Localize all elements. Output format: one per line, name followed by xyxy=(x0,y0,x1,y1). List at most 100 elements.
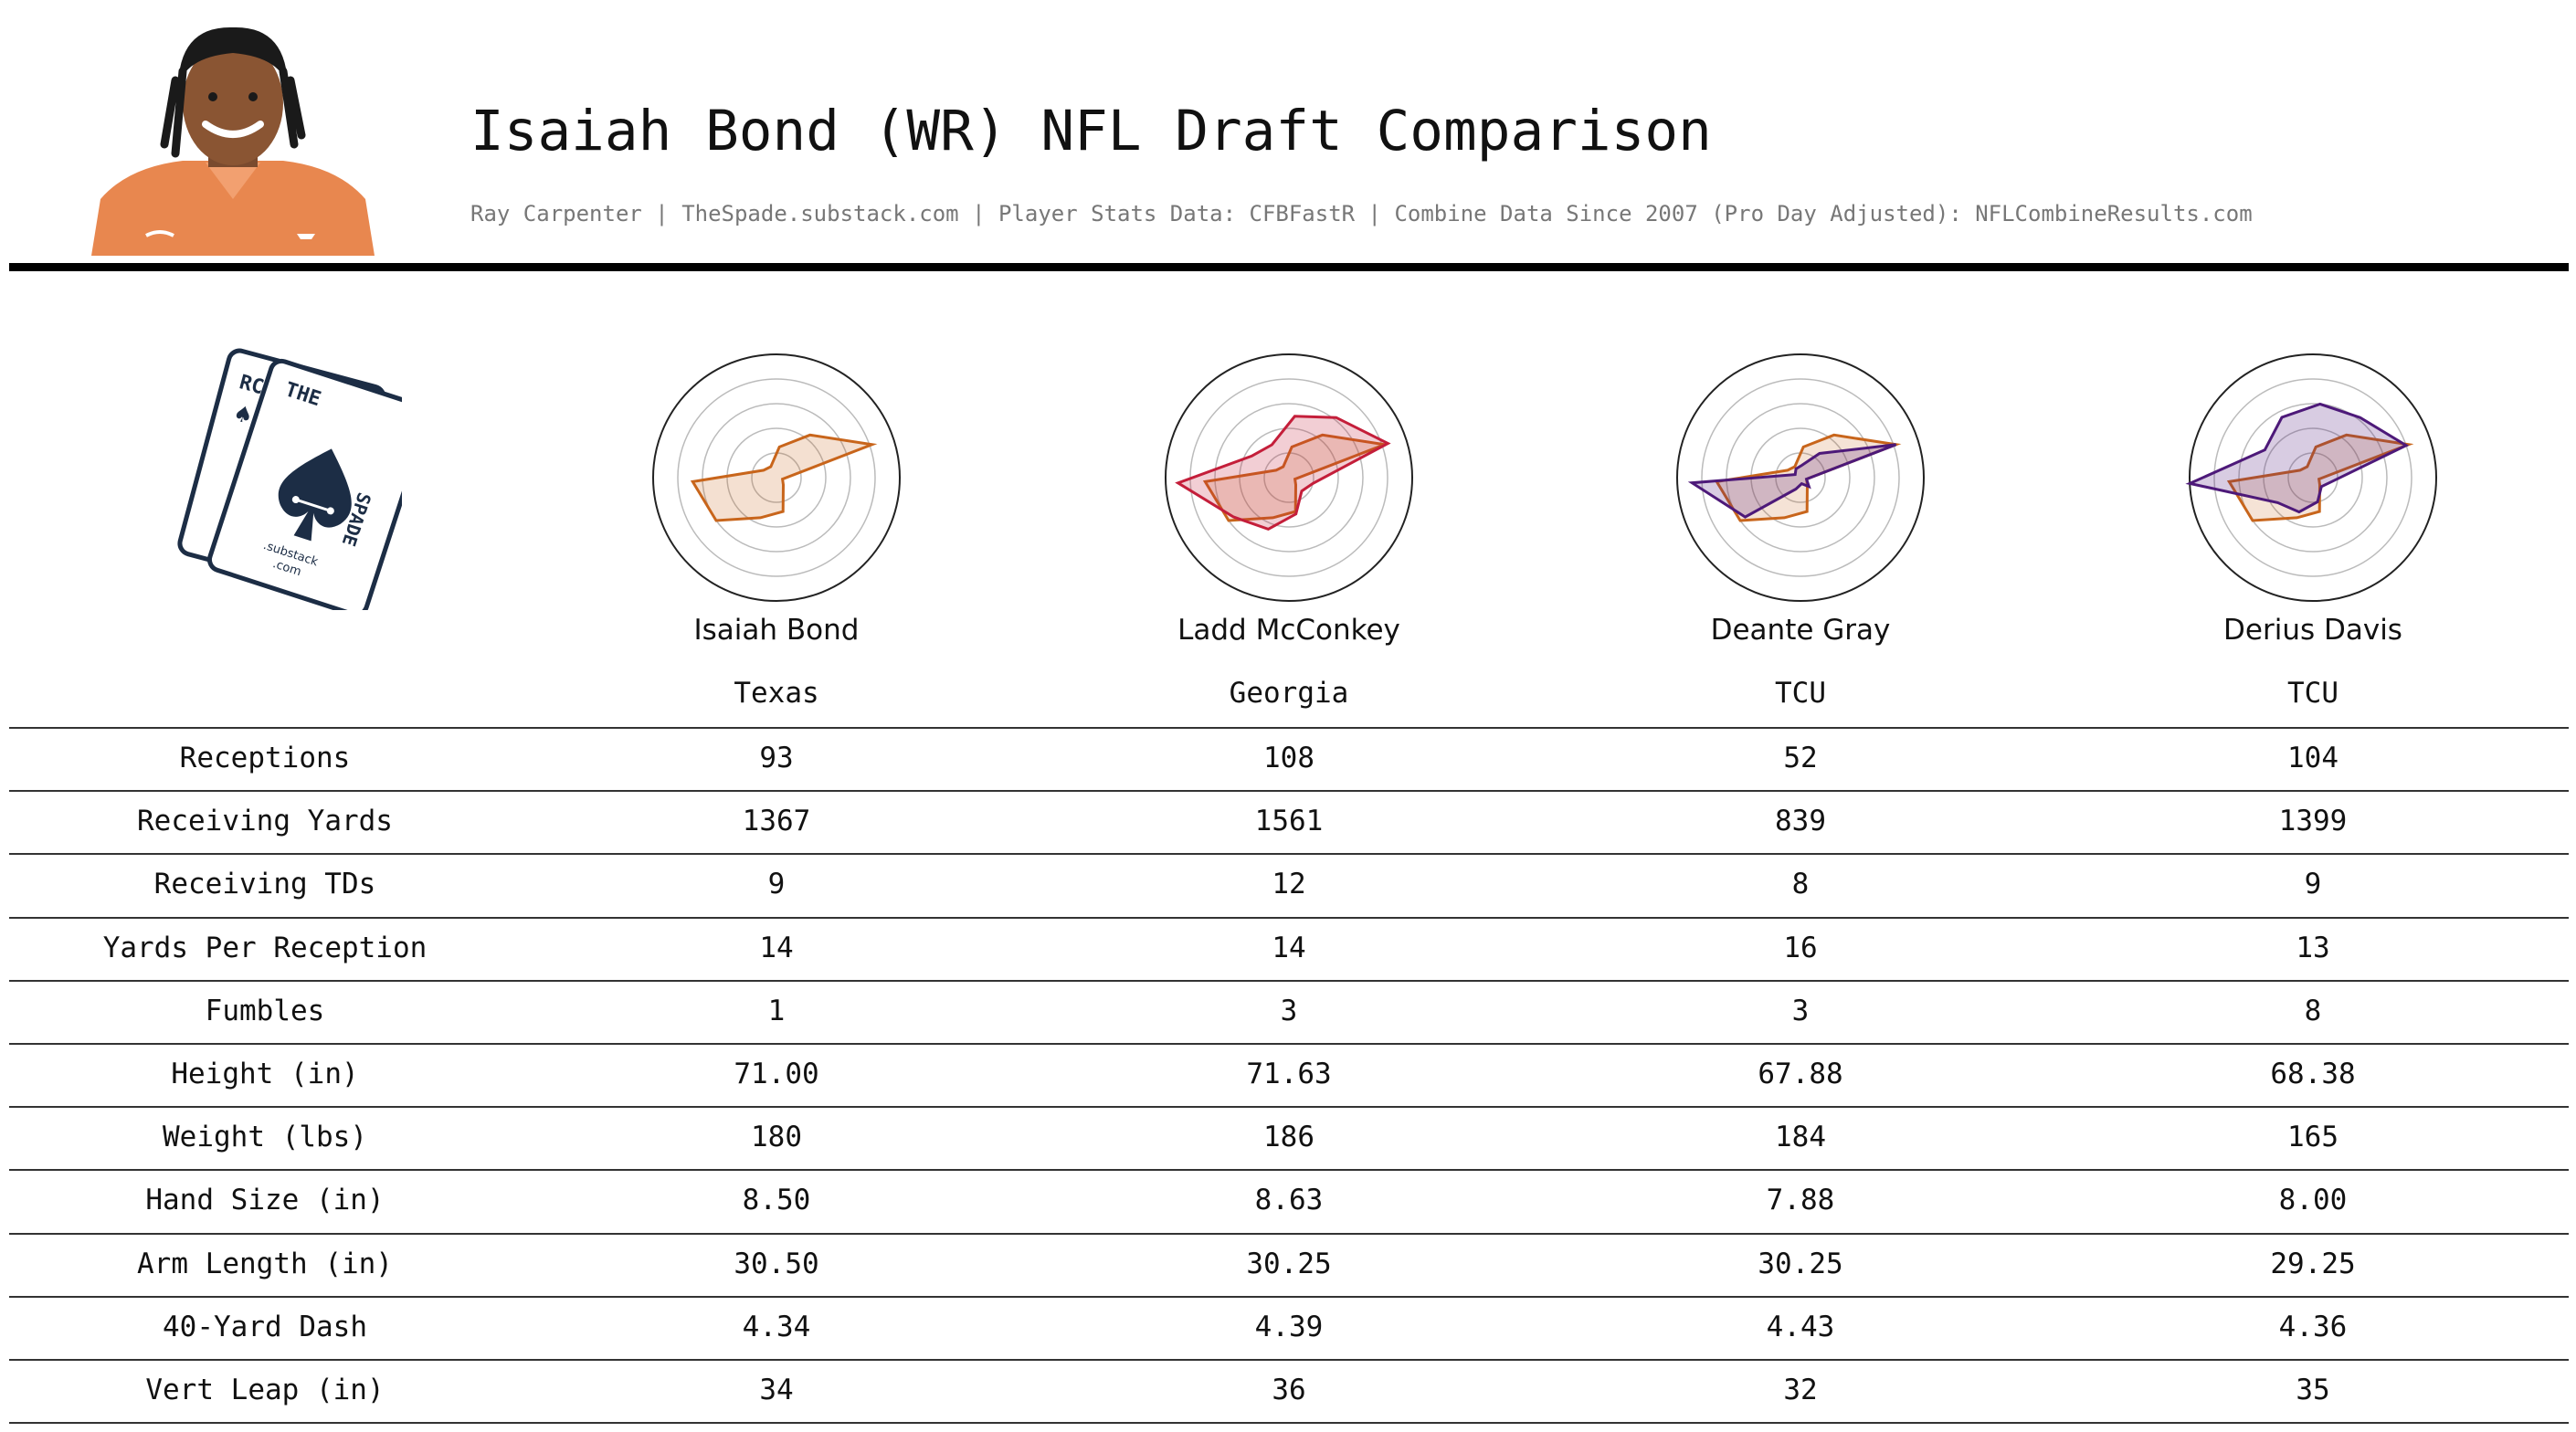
table-cell: 13 xyxy=(2296,932,2330,964)
radar-chart-player-2 xyxy=(1165,353,1413,602)
table-cell: 1399 xyxy=(2278,805,2348,837)
table-cell: 16 xyxy=(1783,932,1818,964)
player-name-4: Derius Davis xyxy=(2223,614,2402,647)
player-name-1: Isaiah Bond xyxy=(693,614,860,647)
table-row-divider xyxy=(9,1106,2569,1108)
table-cell: 68.38 xyxy=(2270,1058,2356,1090)
radar-chart-player-4 xyxy=(2185,353,2437,602)
radar-chart-player-1 xyxy=(652,353,901,602)
radar-player-polygon xyxy=(1687,443,1897,519)
spade-cards-icon: RC ♠ THE SPADE .substack .com xyxy=(177,348,431,617)
table-cell: 93 xyxy=(759,742,794,774)
row-label: Fumbles xyxy=(205,995,325,1027)
table-cell: 839 xyxy=(1775,805,1826,837)
table-cell: 8.63 xyxy=(1254,1184,1324,1216)
table-cell: 3 xyxy=(1791,995,1810,1027)
headshot-illustration xyxy=(91,26,375,256)
table-cell: 104 xyxy=(2287,742,2338,774)
radar-grid-ring xyxy=(677,378,876,577)
header-divider xyxy=(9,263,2569,271)
radar-player-polygon xyxy=(2185,402,2410,514)
table-row-divider xyxy=(9,1359,2569,1361)
table-cell: 30.25 xyxy=(1758,1248,1843,1280)
table-cell: 14 xyxy=(1272,932,1306,964)
table-cell: 108 xyxy=(1263,742,1314,774)
radar-outer-ring xyxy=(652,353,901,602)
table-row-divider xyxy=(9,1233,2569,1235)
radar-grid-ring xyxy=(1239,427,1339,528)
table-row-divider xyxy=(9,1043,2569,1045)
table-cell: 180 xyxy=(751,1121,802,1153)
table-cell: 30.50 xyxy=(734,1248,819,1280)
table-cell: 4.34 xyxy=(742,1311,811,1343)
table-row-divider xyxy=(9,1169,2569,1171)
table-cell: 52 xyxy=(1783,742,1818,774)
row-label: 40-Yard Dash xyxy=(163,1311,367,1343)
table-cell: 8.50 xyxy=(742,1184,811,1216)
row-label: Yards Per Reception xyxy=(102,932,428,964)
table-cell: 67.88 xyxy=(1758,1058,1843,1090)
row-label: Hand Size (in) xyxy=(145,1184,385,1216)
table-row-divider xyxy=(9,980,2569,982)
row-label: Receiving TDs xyxy=(153,868,376,900)
table-cell: 12 xyxy=(1272,868,1306,900)
table-cell: 8 xyxy=(1791,868,1810,900)
table-cell: 9 xyxy=(2304,868,2322,900)
table-cell: 4.39 xyxy=(1254,1311,1324,1343)
table-cell: 71.00 xyxy=(734,1058,819,1090)
player-name-2: Ladd McConkey xyxy=(1177,614,1400,647)
table-cell: 165 xyxy=(2287,1121,2338,1153)
table-row-divider xyxy=(9,790,2569,792)
table-cell: 4.36 xyxy=(2278,1311,2348,1343)
radar-base-player-polygon xyxy=(2226,433,2414,522)
table-row-divider xyxy=(9,917,2569,919)
radar-grid-ring xyxy=(702,403,851,553)
radar-player-polygon xyxy=(690,433,878,522)
table-cell: 36 xyxy=(1272,1374,1306,1406)
table-cell: 32 xyxy=(1783,1374,1818,1406)
table-row-divider xyxy=(9,1422,2569,1424)
table-row-divider xyxy=(9,727,2569,729)
table-row-divider xyxy=(9,1296,2569,1298)
table-cell: 30.25 xyxy=(1246,1248,1332,1280)
table-cell: 186 xyxy=(1263,1121,1314,1153)
page-title: Isaiah Bond (WR) NFL Draft Comparison xyxy=(470,99,1712,163)
table-cell: 184 xyxy=(1775,1121,1826,1153)
radar-grid-ring xyxy=(1214,403,1364,553)
player-name-3: Deante Gray xyxy=(1710,614,1891,647)
table-cell: 7.88 xyxy=(1766,1184,1835,1216)
player-school-1: Texas xyxy=(734,677,819,710)
table-cell: 35 xyxy=(2296,1374,2330,1406)
row-label: Height (in) xyxy=(171,1058,359,1090)
player-headshot xyxy=(91,16,375,256)
radar-chart-player-3 xyxy=(1676,353,1925,602)
radar-grid-ring xyxy=(726,427,827,528)
radar-player-polygon xyxy=(1175,415,1391,532)
radar-grid-ring xyxy=(2263,427,2363,528)
row-label: Receptions xyxy=(179,742,351,774)
player-school-4: TCU xyxy=(2287,677,2338,710)
radar-grid-ring xyxy=(2238,403,2388,553)
table-cell: 29.25 xyxy=(2270,1248,2356,1280)
row-label: Weight (lbs) xyxy=(163,1121,367,1153)
radar-base-player-polygon xyxy=(1202,433,1390,522)
table-cell: 1367 xyxy=(742,805,811,837)
radar-outer-ring xyxy=(2189,353,2437,602)
table-cell: 1 xyxy=(767,995,786,1027)
player-school-2: Georgia xyxy=(1229,677,1349,710)
table-cell: 8.00 xyxy=(2278,1184,2348,1216)
table-cell: 3 xyxy=(1280,995,1298,1027)
row-label: Vert Leap (in) xyxy=(145,1374,385,1406)
the-spade-logo: RC ♠ THE SPADE .substack .com xyxy=(155,345,431,617)
table-cell: 34 xyxy=(759,1374,794,1406)
player-school-3: TCU xyxy=(1775,677,1826,710)
row-label: Receiving Yards xyxy=(137,805,393,837)
row-label: Arm Length (in) xyxy=(137,1248,393,1280)
radar-grid-ring xyxy=(1726,403,1875,553)
radar-outer-ring xyxy=(1676,353,1925,602)
table-cell: 8 xyxy=(2304,995,2322,1027)
table-cell: 9 xyxy=(767,868,786,900)
table-cell: 14 xyxy=(759,932,794,964)
table-cell: 4.43 xyxy=(1766,1311,1835,1343)
page-subtitle: Ray Carpenter | TheSpade.substack.com | … xyxy=(470,201,2253,226)
